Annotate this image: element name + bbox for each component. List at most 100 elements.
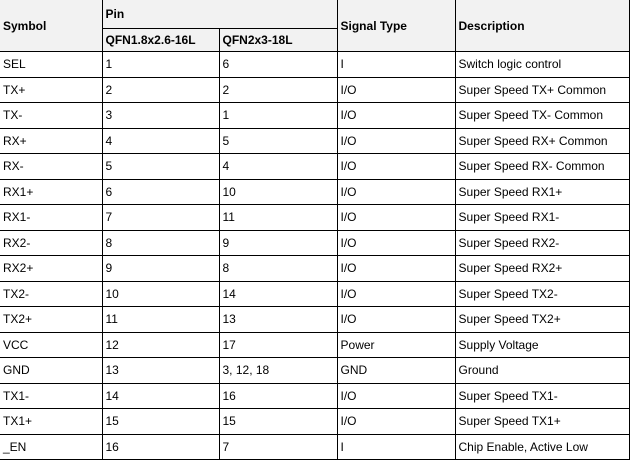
signal-type-cell: I — [336, 51, 456, 78]
pin-pkg1-cell: 10 — [101, 280, 220, 307]
symbol-cell: TX1+ — [0, 408, 103, 435]
pin-pkg1-cell: 1 — [101, 51, 220, 78]
pin-pkg1-cell: 11 — [101, 306, 220, 333]
signal-type-cell: I/O — [336, 229, 456, 256]
table-row: TX- 3 1 I/O Super Speed TX- Common — [0, 102, 630, 129]
symbol-cell: RX1- — [0, 204, 103, 231]
description-cell: Supply Voltage — [454, 331, 630, 358]
table-row: GND 13 3, 12, 18 GND Ground — [0, 357, 630, 384]
description-cell: Super Speed RX- Common — [454, 153, 630, 180]
pin-pkg1-cell: 13 — [101, 357, 220, 384]
signal-type-cell: I/O — [336, 153, 456, 180]
table-row: SEL 1 6 I Switch logic control — [0, 51, 630, 78]
signal-type-cell: I/O — [336, 204, 456, 231]
symbol-cell: RX+ — [0, 127, 103, 154]
signal-type-cell: I/O — [336, 255, 456, 282]
pin-pkg2-cell: 2 — [218, 76, 338, 103]
signal-type-cell: I/O — [336, 178, 456, 205]
pin-pkg1-cell: 9 — [101, 255, 220, 282]
description-cell: Super Speed TX2+ — [454, 306, 630, 333]
description-cell: Super Speed RX+ Common — [454, 127, 630, 154]
description-cell: Super Speed RX1+ — [454, 178, 630, 205]
description-cell: Super Speed TX1- — [454, 382, 630, 409]
pin-pkg1-cell: 6 — [101, 178, 220, 205]
description-cell: Super Speed RX1- — [454, 204, 630, 231]
table-row: TX2+ 11 13 I/O Super Speed TX2+ — [0, 306, 630, 333]
table-row: TX2- 10 14 I/O Super Speed TX2- — [0, 280, 630, 307]
table-row: TX+ 2 2 I/O Super Speed TX+ Common — [0, 76, 630, 103]
description-cell: Ground — [454, 357, 630, 384]
pin-pkg2-cell: 4 — [218, 153, 338, 180]
pin-pkg1-cell: 2 — [101, 76, 220, 103]
pin-pkg2-cell: 11 — [218, 204, 338, 231]
symbol-cell: TX- — [0, 102, 103, 129]
symbol-cell: TX1- — [0, 382, 103, 409]
pin-pkg2-cell: 10 — [218, 178, 338, 205]
header-description: Description — [454, 0, 630, 52]
symbol-cell: VCC — [0, 331, 103, 358]
pin-pkg2-cell: 6 — [218, 51, 338, 78]
pin-pkg2-cell: 9 — [218, 229, 338, 256]
table-row: _EN 16 7 I Chip Enable, Active Low — [0, 433, 630, 460]
pin-pkg1-cell: 3 — [101, 102, 220, 129]
signal-type-cell: I/O — [336, 76, 456, 103]
description-cell: Super Speed TX- Common — [454, 102, 630, 129]
symbol-cell: GND — [0, 357, 103, 384]
pin-pkg1-cell: 5 — [101, 153, 220, 180]
header-symbol: Symbol — [0, 0, 103, 52]
pin-pkg1-cell: 7 — [101, 204, 220, 231]
description-cell: Chip Enable, Active Low — [454, 433, 630, 460]
pin-pkg2-cell: 16 — [218, 382, 338, 409]
pin-pkg2-cell: 17 — [218, 331, 338, 358]
pin-pkg2-cell: 1 — [218, 102, 338, 129]
pin-pkg2-cell: 15 — [218, 408, 338, 435]
signal-type-cell: I/O — [336, 408, 456, 435]
symbol-cell: _EN — [0, 433, 103, 460]
table-row: RX2+ 9 8 I/O Super Speed RX2+ — [0, 255, 630, 282]
pin-pkg2-cell: 13 — [218, 306, 338, 333]
table-row: TX1- 14 16 I/O Super Speed TX1- — [0, 382, 630, 409]
pin-pkg1-cell: 8 — [101, 229, 220, 256]
table-row: TX1+ 15 15 I/O Super Speed TX1+ — [0, 408, 630, 435]
header-pkg1: QFN1.8x2.6-16L — [102, 28, 220, 52]
description-cell: Switch logic control — [454, 51, 630, 78]
table-row: RX+ 4 5 I/O Super Speed RX+ Common — [0, 127, 630, 154]
table-row: RX- 5 4 I/O Super Speed RX- Common — [0, 153, 630, 180]
signal-type-cell: I/O — [336, 382, 456, 409]
symbol-cell: RX2+ — [0, 255, 103, 282]
pin-pkg1-cell: 15 — [101, 408, 220, 435]
pin-pkg1-cell: 14 — [101, 382, 220, 409]
signal-type-cell: I/O — [336, 102, 456, 129]
pin-pkg2-cell: 14 — [218, 280, 338, 307]
description-cell: Super Speed RX2- — [454, 229, 630, 256]
table-row: RX2- 8 9 I/O Super Speed RX2- — [0, 229, 630, 256]
pin-pkg1-cell: 4 — [101, 127, 220, 154]
header-subrow: QFN1.8x2.6-16L QFN2x3-18L — [0, 28, 629, 52]
symbol-cell: SEL — [0, 51, 103, 78]
symbol-cell: RX- — [0, 153, 103, 180]
pin-pkg1-cell: 12 — [101, 331, 220, 358]
header-pkg2: QFN2x3-18L — [218, 28, 338, 52]
table-row: RX1+ 6 10 I/O Super Speed RX1+ — [0, 178, 630, 205]
pin-pkg2-cell: 8 — [218, 255, 338, 282]
pin-pkg2-cell: 7 — [218, 433, 338, 460]
symbol-cell: TX+ — [0, 76, 103, 103]
table-row: VCC 12 17 Power Supply Voltage — [0, 331, 630, 358]
signal-type-cell: I/O — [336, 280, 456, 307]
signal-type-cell: Power — [336, 331, 456, 358]
symbol-cell: TX2+ — [0, 306, 103, 333]
symbol-cell: RX2- — [0, 229, 103, 256]
description-cell: Super Speed RX2+ — [454, 255, 630, 282]
description-cell: Super Speed TX+ Common — [454, 76, 630, 103]
pin-pkg2-cell: 3, 12, 18 — [218, 357, 338, 384]
header-signal-type: Signal Type — [336, 0, 456, 52]
header-row: Symbol Pin Signal Type Description — [0, 0, 630, 52]
signal-type-cell: I/O — [336, 306, 456, 333]
description-cell: Super Speed TX1+ — [454, 408, 630, 435]
symbol-cell: RX1+ — [0, 178, 103, 205]
table-row: RX1- 7 11 I/O Super Speed RX1- — [0, 204, 630, 231]
symbol-cell: TX2- — [0, 280, 103, 307]
pin-pkg2-cell: 5 — [218, 127, 338, 154]
pin-pkg1-cell: 16 — [101, 433, 220, 460]
signal-type-cell: I/O — [336, 127, 456, 154]
